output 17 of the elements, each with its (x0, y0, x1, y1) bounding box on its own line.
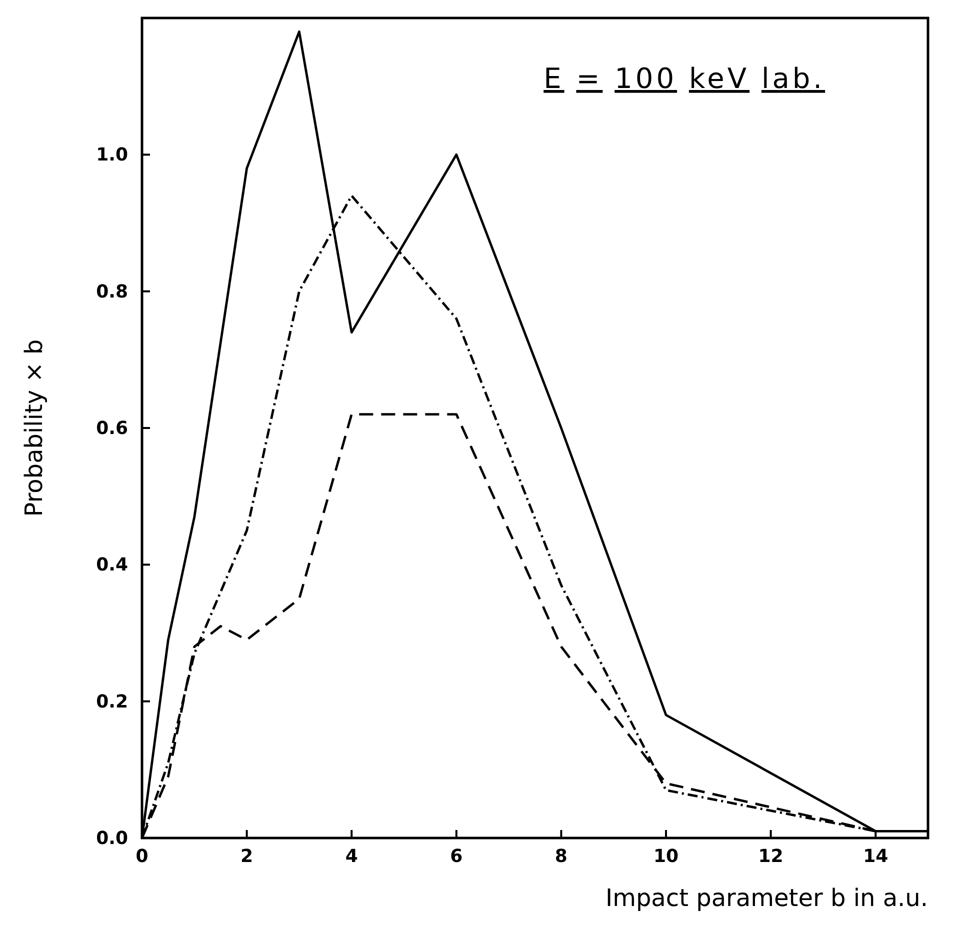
x-tick-label: 4 (345, 846, 358, 867)
y-tick-label: 1.0 (96, 144, 128, 166)
x-tick-label: 12 (758, 846, 784, 867)
x-tick-label: 0 (136, 846, 148, 867)
x-tick-label: 2 (240, 846, 254, 867)
x-axis-title: Impact parameter b in a.u. (605, 884, 928, 912)
x-tick-label: 14 (863, 846, 888, 867)
annotation: E = 100 keV lab. (544, 62, 826, 95)
y-tick-label: 0.8 (96, 281, 128, 302)
y-axis-title: Probability × b (20, 339, 48, 517)
x-tick-label: 8 (554, 846, 568, 867)
y-tick-label: 0.0 (96, 828, 128, 849)
y-tick-label: 0.4 (96, 554, 128, 576)
x-tick-label: 10 (653, 846, 679, 867)
y-tick-label: 0.6 (96, 418, 128, 439)
y-tick-label: 0.2 (96, 691, 128, 712)
x-tick-label: 6 (450, 846, 463, 867)
